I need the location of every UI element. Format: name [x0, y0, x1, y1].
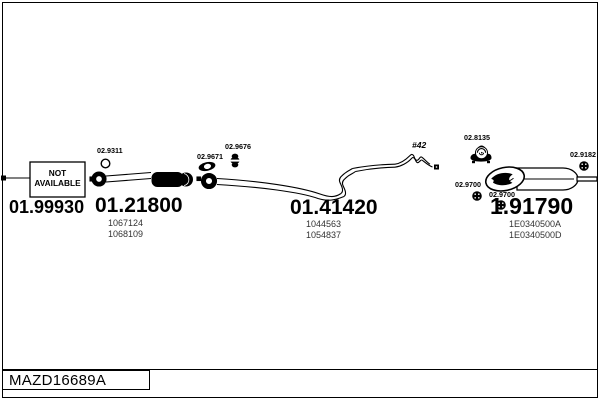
svg-text:02.9700: 02.9700: [489, 190, 515, 199]
svg-text:02.8135: 02.8135: [464, 133, 490, 142]
svg-text:1E0340500D: 1E0340500D: [509, 230, 562, 240]
svg-text:1067124: 1067124: [108, 218, 143, 228]
svg-text:1E0340500A: 1E0340500A: [509, 219, 561, 229]
svg-text:01.99930: 01.99930: [9, 197, 84, 217]
svg-text:02.9311: 02.9311: [97, 146, 123, 155]
svg-text:NOT: NOT: [49, 168, 67, 178]
svg-text:1068109: 1068109: [108, 229, 143, 239]
svg-text:02.9700: 02.9700: [455, 180, 481, 189]
svg-text:AVAILABLE: AVAILABLE: [34, 178, 81, 188]
svg-text:01.21800: 01.21800: [95, 194, 183, 217]
svg-text:#42: #42: [412, 140, 426, 150]
svg-text:1044563: 1044563: [306, 219, 341, 229]
svg-text:1054837: 1054837: [306, 230, 341, 240]
svg-text:02.9182: 02.9182: [570, 150, 596, 159]
svg-text:02.9676: 02.9676: [225, 142, 251, 151]
svg-text:02.9671: 02.9671: [197, 152, 223, 161]
